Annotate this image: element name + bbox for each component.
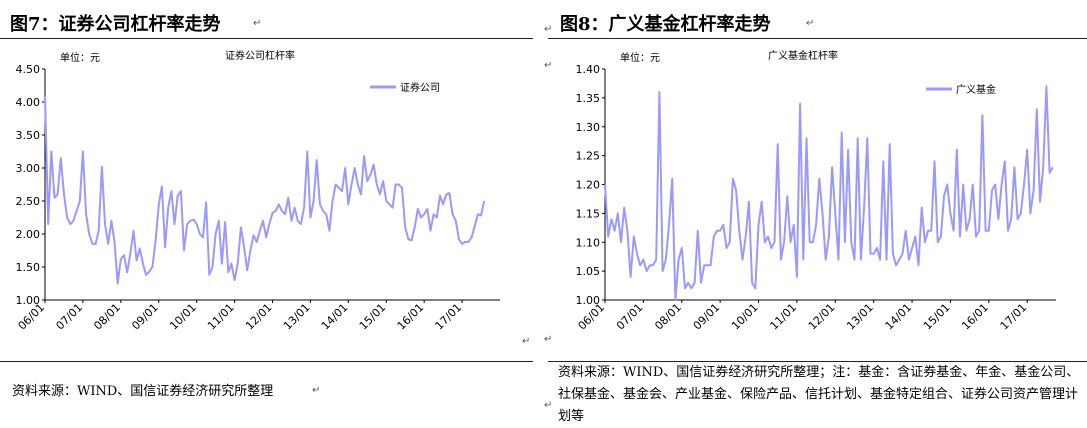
return-mark-icon: ↵: [522, 336, 531, 347]
return-mark-icon: ↵: [806, 18, 815, 29]
figure-7-panel: 图7：证券公司杠杆率走势 1.00 1.50 2.00 2.50 3.00 3.50 4.0…: [0, 0, 533, 425]
x-tick-label: 14/01: [319, 301, 351, 333]
x-tick-label: 09/01: [691, 301, 723, 333]
figure-8-title: 图8：广义基金杠杆率走势: [560, 14, 771, 35]
figure-8-panel: 图8：广义基金杠杆率走势 1.00 1.05 1.10 1.15 1.20 1.25 1.3…: [544, 0, 1087, 425]
x-tick-label: 17/01: [998, 301, 1030, 333]
figure-8-chart: 1.001.051.101.151.201.251.301.351.4006/0…: [576, 49, 1056, 333]
return-mark-icon: ↵: [544, 334, 553, 345]
y-tick-label: 1.40: [576, 63, 601, 76]
figure-8-top-rule: [548, 38, 1087, 39]
x-tick-label: 08/01: [91, 301, 123, 333]
x-tick-label: 16/01: [959, 301, 991, 333]
x-tick-label: 12/01: [806, 301, 838, 333]
figure-7-top-rule: [0, 38, 533, 39]
figure-7-source: 资料来源：WIND、国信证券经济研究所整理: [12, 384, 274, 399]
return-mark-icon: ↵: [253, 18, 262, 29]
y-tick-label: 1.10: [576, 236, 601, 249]
x-tick-label: 11/01: [205, 301, 237, 333]
return-mark-icon: ↵: [544, 24, 553, 35]
x-tick-label: 14/01: [883, 301, 915, 333]
series-line: [604, 85, 1054, 301]
y-tick-label: 4.00: [16, 96, 41, 109]
legend-label: 广义基金: [956, 83, 996, 96]
return-mark-icon: ↵: [544, 60, 553, 71]
chart-title: 广义基金杠杆率: [768, 49, 838, 62]
y-tick-label: 1.30: [576, 121, 601, 134]
unit-label: 单位：元: [620, 51, 660, 64]
return-mark-icon: ↵: [544, 400, 553, 411]
x-tick-label: 09/01: [129, 301, 161, 333]
figure-8-source: 资料来源：WIND、国信证券经济研究所整理；注：基金：含证券基金、年金、基金公司…: [558, 365, 1080, 424]
x-tick-label: 10/01: [729, 301, 761, 333]
y-tick-label: 1.15: [576, 207, 601, 220]
y-tick-label: 3.50: [16, 129, 41, 142]
x-tick-label: 11/01: [767, 301, 799, 333]
y-tick-label: 1.00: [576, 294, 601, 307]
y-tick-label: 4.50: [16, 63, 41, 76]
x-tick-label: 10/01: [167, 301, 199, 333]
y-tick-label: 2.50: [16, 195, 41, 208]
x-tick-label: 08/01: [652, 301, 684, 333]
return-mark-icon: ↵: [312, 385, 321, 396]
x-tick-label: 17/01: [433, 301, 465, 333]
y-tick-label: 2.00: [16, 228, 41, 241]
figure-8-bottom-rule: [548, 361, 1087, 362]
x-tick-label: 13/01: [281, 301, 313, 333]
x-tick-label: 15/01: [357, 301, 389, 333]
y-tick-label: 1.00: [16, 294, 41, 307]
series-line: [44, 95, 486, 285]
legend-label: 证券公司: [400, 81, 440, 94]
figure-7-bottom-rule: [0, 361, 533, 362]
x-tick-label: 12/01: [243, 301, 275, 333]
x-tick-label: 07/01: [614, 301, 646, 333]
y-tick-label: 1.25: [576, 150, 601, 163]
x-tick-label: 15/01: [921, 301, 953, 333]
x-tick-label: 16/01: [395, 301, 427, 333]
y-tick-label: 1.35: [576, 92, 601, 105]
chart-title: 证券公司杠杆率: [225, 49, 295, 62]
unit-label: 单位：元: [60, 51, 100, 64]
y-tick-label: 1.05: [576, 265, 601, 278]
y-tick-label: 3.00: [16, 162, 41, 175]
y-tick-label: 1.20: [576, 179, 601, 192]
figure-7-title: 图7：证券公司杠杆率走势: [10, 14, 221, 35]
x-tick-label: 07/01: [53, 301, 85, 333]
y-tick-label: 1.50: [16, 261, 41, 274]
x-tick-label: 13/01: [844, 301, 876, 333]
